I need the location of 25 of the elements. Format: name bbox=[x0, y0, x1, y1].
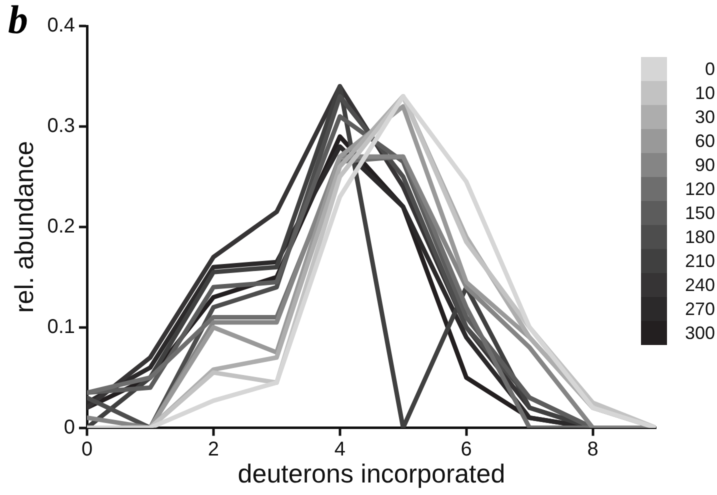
y-tick-label: 0.2 bbox=[47, 215, 76, 238]
legend-label: 210 bbox=[684, 250, 715, 272]
legend-label: 120 bbox=[684, 178, 715, 200]
legend-label: 180 bbox=[684, 226, 715, 248]
x-tick-label: 0 bbox=[81, 438, 93, 460]
x-axis-title: deuterons incorporated bbox=[238, 458, 506, 489]
x-tick-label: 2 bbox=[208, 438, 220, 460]
y-tick-label: 0.4 bbox=[47, 14, 76, 37]
legend-label: 90 bbox=[694, 154, 715, 176]
legend-label: 10 bbox=[694, 82, 715, 104]
y-tick-label: 0 bbox=[64, 416, 76, 438]
legend-label: 270 bbox=[684, 298, 715, 320]
text: b bbox=[8, 0, 28, 43]
legend-label: 30 bbox=[694, 106, 715, 128]
x-tick-label: 8 bbox=[587, 438, 598, 460]
legend-label: 60 bbox=[694, 130, 715, 152]
legend-label: 300 bbox=[684, 322, 715, 344]
legend-label: 0 bbox=[704, 58, 715, 80]
x-tick-label: 6 bbox=[460, 438, 472, 460]
y-axis-title: rel. abundance bbox=[8, 140, 39, 313]
y-tick-label: 0.1 bbox=[47, 316, 76, 338]
legend-label: 240 bbox=[684, 274, 715, 296]
legend-label: 150 bbox=[684, 202, 715, 224]
x-tick-label: 4 bbox=[334, 438, 346, 460]
y-tick-label: 0.3 bbox=[47, 114, 76, 137]
